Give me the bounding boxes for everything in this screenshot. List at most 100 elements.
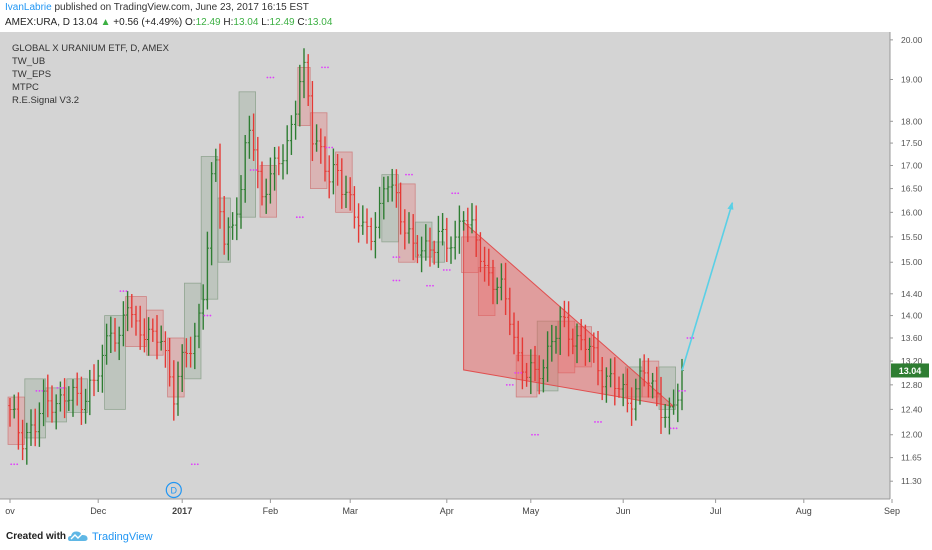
ohlc-header: AMEX:URA, D 13.04 ▲ +0.56 (+4.49%) O:12.… [5, 17, 332, 28]
last-price: 13.04 [72, 17, 98, 28]
signal-dot [398, 279, 401, 282]
signal-dot [328, 146, 331, 149]
signal-dot [10, 463, 13, 466]
x-tick-label: 2017 [172, 506, 192, 516]
signal-dot [122, 290, 125, 293]
last-price-badge [891, 363, 929, 378]
signal-dot [331, 146, 334, 149]
signal-dot [442, 269, 445, 271]
signal-dot [597, 421, 599, 423]
signal-dot [249, 169, 252, 171]
x-tick-label: ov [5, 506, 15, 516]
signal-dot [16, 463, 19, 466]
price-axis-background [890, 32, 932, 499]
author-link[interactable]: IvanLabrie [5, 2, 52, 13]
range-box-up [658, 366, 677, 410]
signal-dot [508, 383, 511, 386]
price-chart[interactable]: 11.30 11.65 12.00 12.40 12.80 13.20 13.60 14.00… [0, 0, 932, 522]
x-tick-label: Apr [440, 506, 454, 516]
close-label: C: [297, 17, 308, 28]
signal-dot [426, 284, 428, 287]
signal-dot [669, 427, 672, 430]
signal-dot [678, 390, 680, 392]
signal-dot [327, 66, 329, 69]
signal-dot [405, 173, 407, 176]
y-tick-label: 17.50 [901, 138, 923, 148]
y-tick-label: 11.30 [901, 476, 922, 486]
tradingview-cloud-icon [68, 531, 88, 541]
legend-entry: GLOBAL X URANIUM ETF, D, AMEX [12, 43, 170, 54]
signal-dot [206, 314, 209, 317]
signal-dot [266, 76, 269, 79]
close-value: 13.04 [307, 17, 333, 28]
publish-info: IvanLabrie published on TradingView.com,… [5, 2, 309, 13]
signal-dot [514, 371, 517, 374]
signal-dot [395, 256, 398, 259]
legend-entry: MTPC [12, 82, 39, 93]
low-value: 12.49 [269, 17, 295, 28]
y-tick-label: 11.65 [901, 453, 922, 463]
signal-dot [451, 192, 454, 195]
range-box-down [309, 112, 328, 189]
signal-dot [119, 290, 122, 293]
y-tick-label: 12.00 [901, 430, 923, 440]
range-box-up [238, 91, 257, 218]
signal-dot [454, 192, 457, 195]
x-tick-label: Sep [884, 506, 900, 516]
signal-dot [445, 269, 448, 271]
dividend-marker-icon [165, 481, 182, 499]
y-tick-label: 16.50 [901, 184, 923, 194]
legend-entry: TW_EPS [12, 69, 51, 80]
signal-dot [457, 192, 460, 195]
signal-dot [395, 279, 398, 282]
range-box-down [335, 151, 353, 213]
signal-dot [432, 284, 434, 287]
signal-dot [398, 256, 401, 259]
signal-dot [511, 383, 514, 386]
projection-arrow-head [727, 201, 734, 210]
signal-dot [321, 66, 323, 69]
signal-dot [298, 216, 301, 219]
signal-dot [672, 427, 675, 430]
signal-dot [56, 386, 59, 389]
signal-dot [531, 433, 533, 436]
signal-dot [62, 386, 65, 389]
signal-dot [692, 337, 695, 339]
tradingview-brand-link[interactable]: TradingView [92, 531, 153, 543]
y-tick-label: 17.00 [901, 160, 923, 170]
x-tick-label: May [522, 506, 540, 516]
signal-dot [295, 216, 298, 219]
signal-dot [190, 463, 193, 466]
x-tick-label: Jun [616, 506, 631, 516]
legend-entry: R.E.Signal V3.2 [12, 95, 79, 106]
signal-dot [429, 284, 431, 287]
dividend-marker-label: D [171, 486, 178, 496]
y-tick-label: 12.80 [901, 380, 923, 390]
chart-background [0, 32, 890, 499]
change-value: +0.56 (+4.49%) [113, 17, 183, 28]
signal-dot [594, 421, 596, 423]
y-tick-label: 18.00 [901, 116, 923, 126]
signal-dot [681, 390, 683, 392]
x-tick-label: Jul [710, 506, 722, 516]
range-box-down [461, 236, 479, 274]
y-tick-label: 14.00 [901, 311, 923, 321]
x-tick-label: Feb [263, 506, 279, 516]
signal-dot [684, 390, 686, 392]
open-label: O: [185, 17, 196, 28]
high-value: 13.04 [233, 17, 259, 28]
x-tick-label: Dec [90, 506, 107, 516]
y-tick-label: 14.40 [901, 289, 923, 299]
signal-dot [13, 463, 16, 466]
signal-dot [193, 463, 196, 466]
open-value: 12.49 [195, 17, 221, 28]
signal-dot [537, 433, 539, 436]
signal-dot [255, 169, 258, 171]
last-price-badge-label: 13.04 [899, 366, 922, 376]
signal-dot [325, 146, 328, 149]
signal-dot [203, 314, 206, 317]
signal-dot [505, 383, 508, 386]
signal-dot [301, 216, 304, 219]
y-tick-label: 15.00 [901, 257, 923, 267]
range-box-down [146, 309, 164, 356]
